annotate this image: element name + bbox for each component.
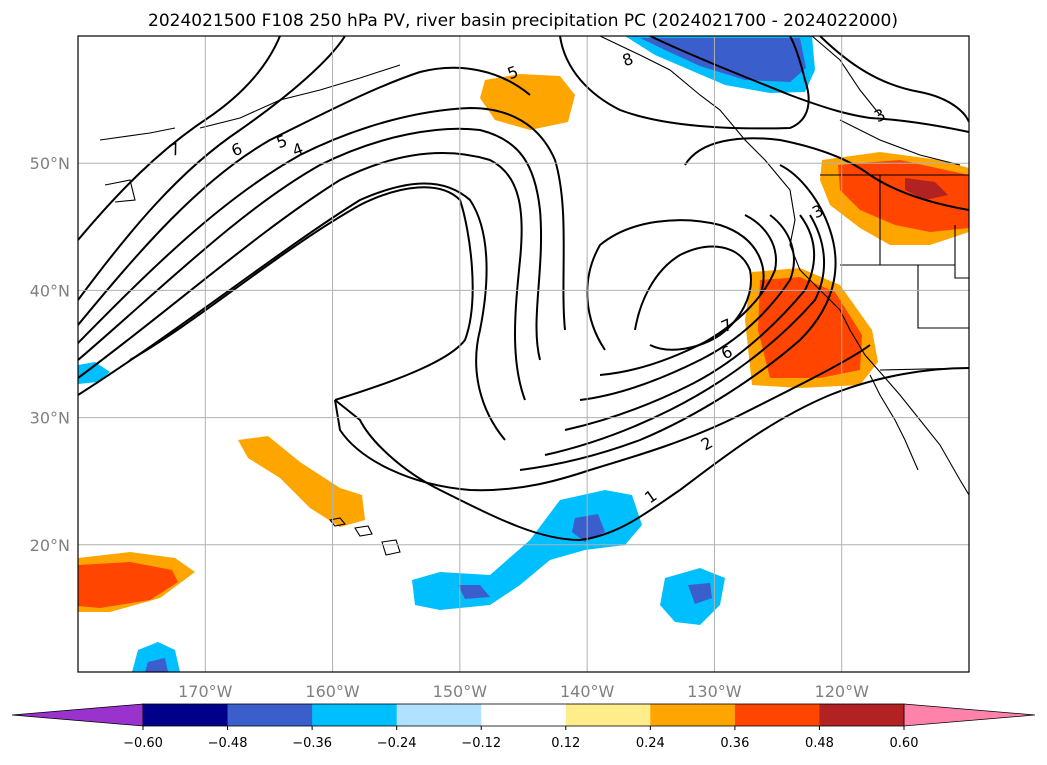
contour-label: 1 bbox=[641, 486, 660, 507]
pos-anomaly-hawaii bbox=[238, 436, 365, 527]
colorbar-tick-label: 0.24 bbox=[636, 736, 665, 751]
longitude-labels: 170°W 160°W 150°W 140°W 130°W 120°W bbox=[178, 682, 869, 701]
contour-label: 6 bbox=[229, 139, 245, 160]
chart-title: 2024021500 F108 250 hPa PV, river basin … bbox=[148, 11, 898, 31]
pv-contour-3a bbox=[78, 182, 506, 441]
colorbar-tick-label: −0.60 bbox=[123, 736, 163, 751]
pv-contour-6b bbox=[579, 214, 795, 401]
map-frame bbox=[77, 35, 970, 673]
colorbar-segment bbox=[650, 704, 736, 726]
pv-contour-6c bbox=[559, 36, 810, 130]
pv-contour-3c bbox=[649, 36, 969, 133]
colorbar-outline bbox=[142, 703, 905, 727]
pv-contour-3 bbox=[519, 164, 837, 471]
pv-contour-5b bbox=[564, 214, 816, 431]
neg-anomaly-bottom-core bbox=[145, 658, 168, 672]
pv-contour-1 bbox=[334, 367, 969, 542]
colorbar-extend-min bbox=[11, 703, 144, 727]
lon-tick-label: 120°W bbox=[815, 682, 870, 701]
coastlines bbox=[99, 36, 969, 556]
colorbar-tick-label: 0.36 bbox=[720, 736, 749, 751]
latitude-labels: 20°N 30°N 40°N 50°N bbox=[30, 154, 70, 555]
colorbar-tick-label: −0.36 bbox=[292, 736, 332, 751]
colorbar-tick-label: −0.12 bbox=[461, 736, 501, 751]
neg-anomaly-subtropics-core bbox=[572, 514, 605, 542]
colorbar-extend-max bbox=[903, 703, 1036, 727]
neg-anomaly-subtropics-core2 bbox=[458, 585, 490, 599]
neg-anomaly-bottom bbox=[132, 642, 180, 672]
colorbar: −0.60 −0.48 −0.36 −0.24 −0.12 0.12 0.24 0.36 0.4… bbox=[11, 703, 1036, 751]
pv-contour-4 bbox=[78, 127, 543, 361]
pos-anomaly-pnw-core bbox=[838, 160, 969, 232]
pv-contour-8 bbox=[78, 36, 281, 241]
colorbar-segment bbox=[565, 704, 651, 726]
pv-contour-7 bbox=[78, 36, 346, 301]
pv-contour-7b bbox=[599, 214, 777, 376]
colorbar-segment bbox=[227, 704, 313, 726]
neg-anomaly-east-core bbox=[688, 583, 712, 604]
lon-tick-label: 150°W bbox=[433, 682, 488, 701]
contour-label: 3 bbox=[871, 105, 888, 127]
pv-contour-5 bbox=[78, 106, 566, 344]
pos-anomaly-goa bbox=[480, 74, 575, 130]
pv-contour-3b bbox=[78, 152, 526, 401]
pv-contour-3e bbox=[684, 137, 969, 211]
neg-anomaly-subtropics bbox=[412, 490, 642, 610]
colorbar-segment bbox=[143, 704, 229, 726]
pv-contour-2a bbox=[129, 186, 474, 401]
colorbar-segment bbox=[734, 704, 820, 726]
colorbar-tick-label: −0.24 bbox=[377, 736, 417, 751]
lon-tick-label: 140°W bbox=[560, 682, 615, 701]
contour-label: 4 bbox=[290, 139, 306, 160]
lat-tick-label: 50°N bbox=[30, 154, 70, 173]
pv-contour-8b bbox=[634, 245, 752, 351]
colorbar-tick-label: 0.48 bbox=[805, 736, 834, 751]
contour-label: 7 bbox=[167, 139, 183, 160]
colorbar-tick-label: 0.12 bbox=[551, 736, 580, 751]
lon-tick-label: 160°W bbox=[305, 682, 360, 701]
precip-shading bbox=[78, 36, 969, 672]
lon-tick-label: 170°W bbox=[178, 682, 233, 701]
colorbar-tick-label: 0.60 bbox=[890, 736, 919, 751]
pos-anomaly-pnw-max bbox=[905, 178, 948, 200]
contour-label: 2 bbox=[698, 433, 716, 455]
colorbar-tick-label: −0.48 bbox=[208, 736, 248, 751]
pos-anomaly-sw-core bbox=[78, 562, 178, 608]
pv-contour-6 bbox=[78, 66, 531, 326]
pv-contour-7c bbox=[586, 219, 765, 351]
colorbar-segment bbox=[819, 704, 905, 726]
colorbar-segment bbox=[312, 704, 398, 726]
lon-tick-label: 130°W bbox=[687, 682, 742, 701]
contour-label: 5 bbox=[274, 131, 290, 152]
pv-contour-2 bbox=[334, 344, 871, 492]
colorbar-segment bbox=[396, 704, 482, 726]
colorbar-segment bbox=[481, 704, 567, 726]
lat-tick-label: 20°N bbox=[30, 536, 70, 555]
lat-tick-label: 30°N bbox=[30, 409, 70, 428]
neg-anomaly-bc-core bbox=[640, 38, 806, 82]
pv-contour-4b bbox=[544, 214, 826, 456]
lat-tick-label: 40°N bbox=[30, 281, 70, 300]
map-area bbox=[78, 36, 969, 672]
pv-contour-3d bbox=[819, 36, 969, 123]
contour-label: 6 bbox=[718, 342, 735, 364]
map-grid bbox=[78, 36, 969, 672]
pv-contours bbox=[78, 36, 969, 542]
